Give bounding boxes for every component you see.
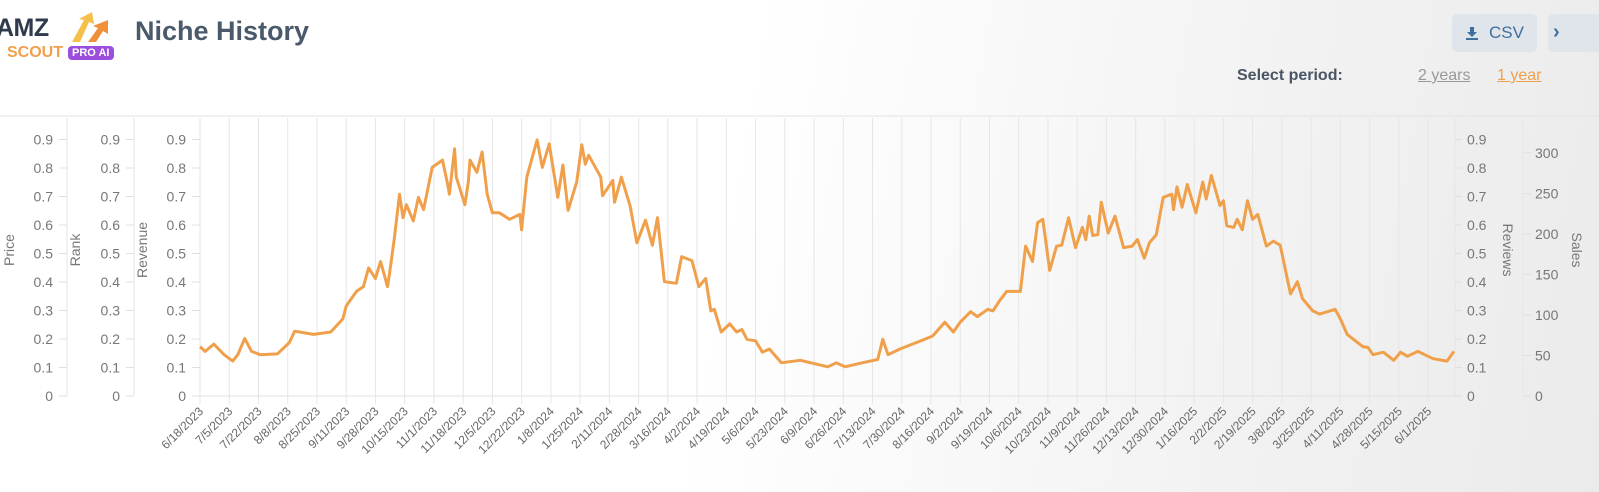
- y-tick-label: 0.8: [1467, 160, 1487, 176]
- download-icon: [1466, 27, 1479, 40]
- y-tick-label: 0.5: [1467, 246, 1487, 262]
- y-tick-label: 0.6: [167, 217, 187, 233]
- y-tick-label: 0.5: [101, 246, 121, 262]
- y-tick-label: 0.6: [1467, 217, 1487, 233]
- y-tick-label: 300: [1535, 145, 1559, 161]
- y-axis-title-price: Price: [1, 234, 17, 266]
- y-tick-label: 0.9: [101, 132, 121, 148]
- y-tick-label: 0.1: [101, 360, 121, 376]
- y-tick-label: 0: [45, 388, 53, 404]
- y-tick-label: 0.5: [34, 246, 54, 262]
- y-tick-label: 0: [112, 388, 120, 404]
- period-2-years-link[interactable]: 2 years: [1418, 67, 1471, 84]
- y-tick-label: 0.8: [34, 160, 54, 176]
- y-tick-label: 0: [1535, 388, 1543, 404]
- y-tick-label: 0.9: [34, 132, 54, 148]
- y-tick-label: 0.3: [167, 303, 187, 319]
- y-tick-label: 0.6: [34, 217, 54, 233]
- y-axis-title-reviews: Reviews: [1500, 224, 1516, 277]
- y-tick-label: 0.9: [1467, 132, 1487, 148]
- y-tick-label: 0.7: [101, 189, 121, 205]
- y-tick-label: 0.4: [101, 274, 121, 290]
- y-tick-label: 0.8: [101, 160, 121, 176]
- csv-download-button[interactable]: CSV: [1452, 14, 1537, 52]
- y-tick-label: 0.7: [34, 189, 54, 205]
- y-tick-label: 0.3: [101, 303, 121, 319]
- y-tick-label: 0.6: [101, 217, 121, 233]
- logo-pro-ai-badge: PRO AI: [68, 46, 114, 60]
- y-tick-label: 0.2: [1467, 331, 1487, 347]
- y-tick-label: 0.5: [167, 246, 187, 262]
- logo-scout-text: SCOUT: [7, 44, 63, 61]
- page-title: Niche History: [135, 16, 310, 46]
- logo-arrows-icon: [72, 12, 108, 42]
- select-period-label: Select period:: [1237, 67, 1343, 84]
- next-button[interactable]: ›: [1548, 14, 1599, 52]
- y-tick-label: 0.2: [101, 331, 121, 347]
- chevron-right-icon: ›: [1553, 21, 1560, 43]
- period-1-year-link[interactable]: 1 year: [1497, 67, 1542, 84]
- y-tick-label: 150: [1535, 266, 1559, 282]
- y-tick-label: 100: [1535, 307, 1559, 323]
- y-tick-label: 0.4: [1467, 274, 1487, 290]
- y-tick-label: 0.8: [167, 160, 187, 176]
- y-tick-label: 50: [1535, 347, 1551, 363]
- y-tick-label: 0.2: [34, 331, 54, 347]
- y-tick-label: 0.3: [34, 303, 54, 319]
- y-tick-label: 0.1: [167, 360, 187, 376]
- y-tick-label: 200: [1535, 226, 1559, 242]
- y-axis-title-rank: Rank: [67, 233, 83, 267]
- sales-series-line: [198, 138, 1456, 369]
- y-tick-label: 0.4: [167, 274, 187, 290]
- csv-button-label: CSV: [1489, 23, 1524, 42]
- y-tick-label: 250: [1535, 185, 1559, 201]
- amzscout-logo: AMZ SCOUT PRO AI: [0, 8, 115, 64]
- y-tick-label: 0.4: [34, 274, 54, 290]
- logo-amz-text: AMZ: [0, 14, 49, 42]
- y-tick-label: 0.2: [167, 331, 187, 347]
- y-axis-title-sales: Sales: [1569, 232, 1585, 267]
- y-tick-label: 0: [1467, 388, 1475, 404]
- y-tick-label: 0.7: [167, 189, 187, 205]
- y-axis-title-revenue: Revenue: [134, 222, 150, 278]
- y-tick-label: 0.3: [1467, 303, 1487, 319]
- y-tick-label: 0.1: [34, 360, 54, 376]
- y-tick-label: 0.9: [167, 132, 187, 148]
- y-tick-label: 0.7: [1467, 189, 1487, 205]
- y-tick-label: 0.1: [1467, 360, 1487, 376]
- y-tick-label: 0: [178, 388, 186, 404]
